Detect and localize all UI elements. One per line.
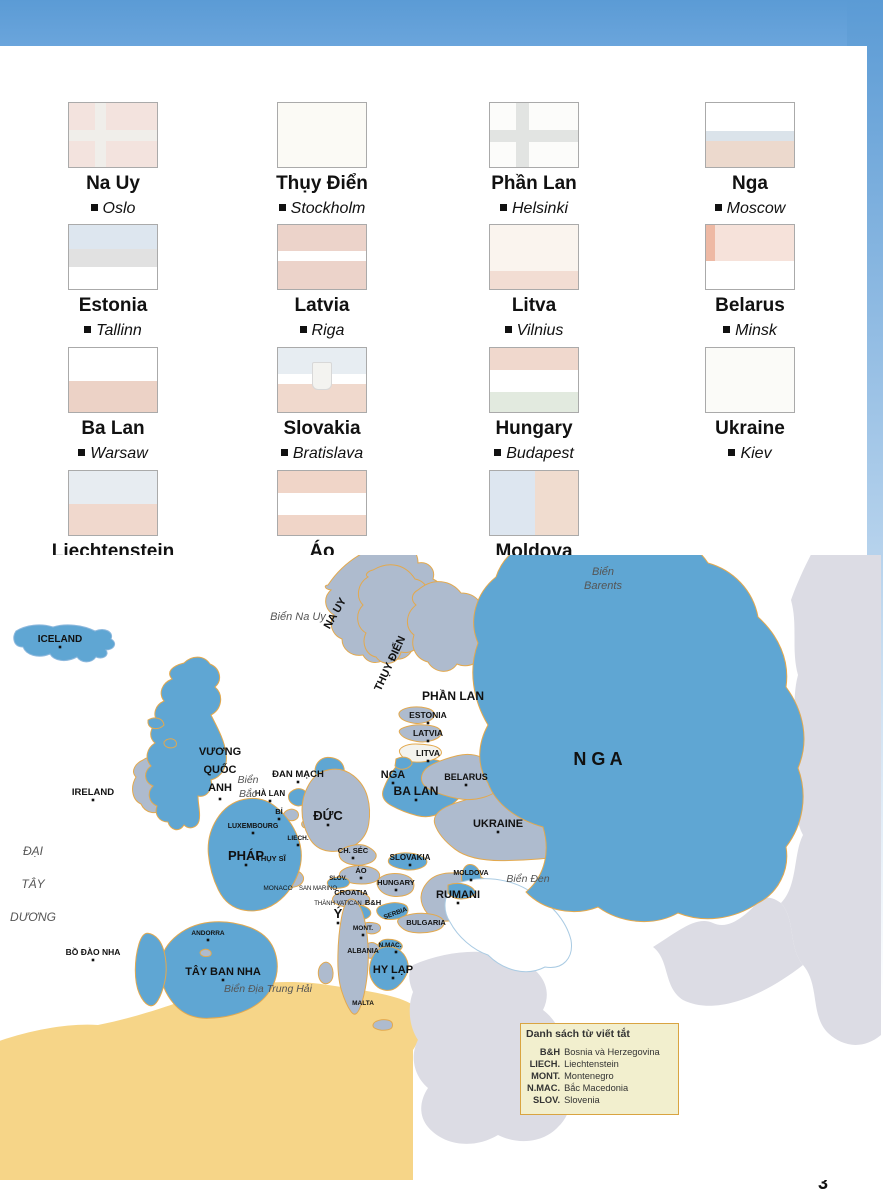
svg-text:CROATIA: CROATIA — [334, 888, 368, 897]
svg-text:SAN MARINO: SAN MARINO — [299, 886, 337, 892]
svg-text:BỈ: BỈ — [275, 807, 283, 816]
svg-text:ĐẠI: ĐẠI — [23, 844, 44, 858]
svg-text:CH. SÉC: CH. SÉC — [338, 846, 369, 855]
svg-text:VƯƠNG: VƯƠNG — [199, 746, 241, 758]
svg-text:ESTONIA: ESTONIA — [409, 710, 447, 720]
svg-text:ĐAN MẠCH: ĐAN MẠCH — [272, 769, 324, 780]
svg-text:Barents: Barents — [584, 580, 622, 592]
svg-text:N.MAC.: N.MAC. — [378, 942, 401, 949]
svg-text:ANH: ANH — [208, 782, 232, 794]
svg-text:TÂY BAN NHA: TÂY BAN NHA — [185, 965, 261, 978]
svg-text:ĐỨC: ĐỨC — [313, 808, 343, 823]
svg-text:IRELAND: IRELAND — [72, 787, 114, 798]
svg-text:MOLDOVA: MOLDOVA — [453, 870, 488, 877]
svg-text:B&H: B&H — [365, 898, 381, 907]
svg-text:Bắc: Bắc — [239, 787, 258, 800]
svg-text:PHÁP: PHÁP — [228, 848, 264, 863]
svg-text:MONACO: MONACO — [263, 885, 292, 892]
svg-text:MONT.: MONT. — [353, 925, 373, 932]
svg-text:RUMANI: RUMANI — [436, 889, 480, 901]
svg-text:HY LẠP: HY LẠP — [373, 964, 413, 976]
svg-text:Biển Đen: Biển Đen — [506, 873, 549, 885]
svg-text:MALTA: MALTA — [352, 1000, 374, 1007]
svg-text:BULGARIA: BULGARIA — [406, 918, 446, 927]
svg-text:UKRAINE: UKRAINE — [473, 818, 523, 830]
svg-text:ANDORRA: ANDORRA — [191, 930, 225, 937]
svg-text:LIECH.: LIECH. — [287, 835, 309, 842]
svg-text:Biển: Biển — [592, 566, 614, 578]
svg-text:DƯƠNG: DƯƠNG — [10, 910, 56, 924]
svg-text:BA LAN: BA LAN — [394, 784, 439, 798]
svg-text:QUỐC: QUỐC — [204, 762, 237, 776]
svg-text:PHẦN LAN: PHẦN LAN — [422, 688, 484, 703]
svg-text:HUNGARY: HUNGARY — [377, 878, 415, 887]
svg-text:SLOVAKIA: SLOVAKIA — [390, 853, 431, 862]
svg-text:ALBANIA: ALBANIA — [347, 948, 379, 955]
svg-text:TÂY: TÂY — [21, 876, 45, 891]
svg-text:Biển Na Uy: Biển Na Uy — [270, 611, 327, 623]
svg-text:ÁO: ÁO — [355, 866, 366, 875]
svg-text:LITVA: LITVA — [416, 748, 440, 758]
svg-text:ICELAND: ICELAND — [38, 634, 82, 645]
svg-text:N G A: N G A — [573, 749, 622, 769]
svg-text:BELARUS: BELARUS — [444, 772, 488, 782]
svg-text:LUXEMBOURG: LUXEMBOURG — [228, 823, 279, 830]
svg-text:NGA: NGA — [381, 769, 406, 781]
svg-text:Ý: Ý — [334, 906, 343, 921]
svg-text:HÀ LAN: HÀ LAN — [255, 789, 285, 798]
svg-text:LATVIA: LATVIA — [413, 728, 443, 738]
svg-text:Biển Địa Trung Hải: Biển Địa Trung Hải — [224, 983, 313, 995]
svg-text:BỒ ĐÀO NHA: BỒ ĐÀO NHA — [66, 946, 121, 957]
svg-text:SLOV.: SLOV. — [329, 876, 347, 882]
svg-text:Biển: Biển — [237, 774, 258, 786]
